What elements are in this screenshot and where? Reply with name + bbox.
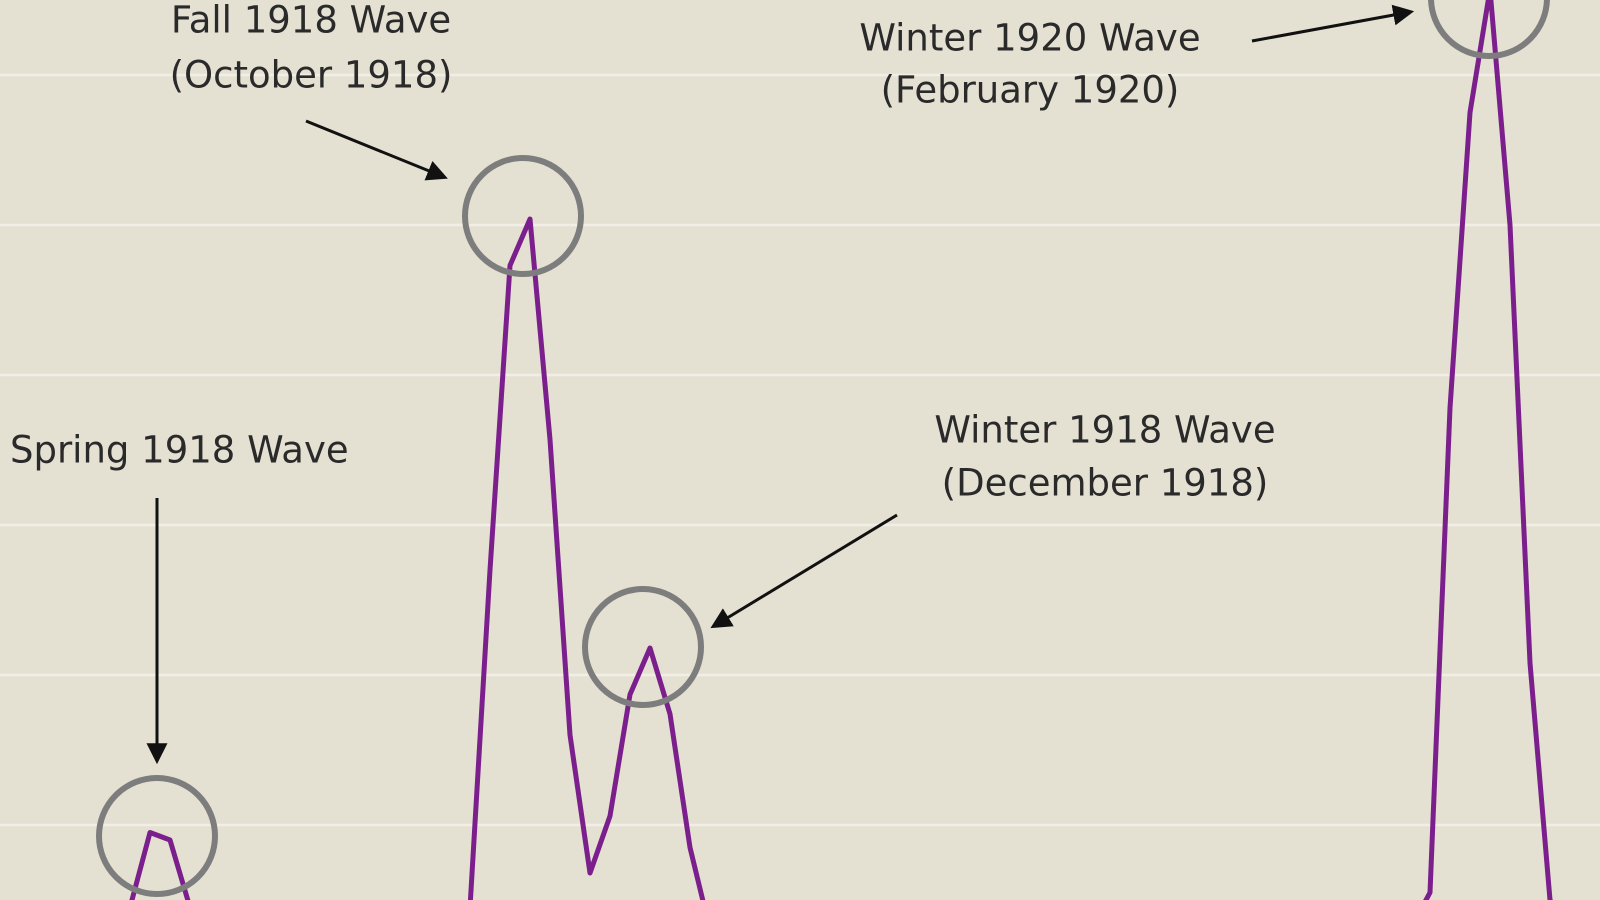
highlight-ring — [96, 775, 218, 897]
arrow — [305, 119, 448, 181]
highlight-ring — [582, 586, 704, 708]
annotation-text: Winter 1920 Wave — [859, 17, 1200, 60]
annotation-text: (December 1918) — [942, 462, 1269, 505]
annotation-text: Spring 1918 Wave — [10, 429, 349, 472]
highlight-ring — [1428, 0, 1550, 59]
arrow — [1251, 4, 1415, 43]
annotation-text: (February 1920) — [881, 69, 1180, 112]
annotation-text: Winter 1918 Wave — [934, 409, 1275, 452]
highlight-ring — [462, 155, 584, 277]
annotation-text: Fall 1918 Wave — [171, 0, 451, 42]
arrow — [710, 513, 898, 629]
annotation-text: (October 1918) — [170, 54, 453, 97]
annotations: Fall 1918 Wave (October 1918) Winter 1920 … — [10, 0, 1276, 505]
highlights — [96, 0, 1550, 897]
grid — [0, 73, 1600, 827]
arrows — [146, 4, 1415, 765]
